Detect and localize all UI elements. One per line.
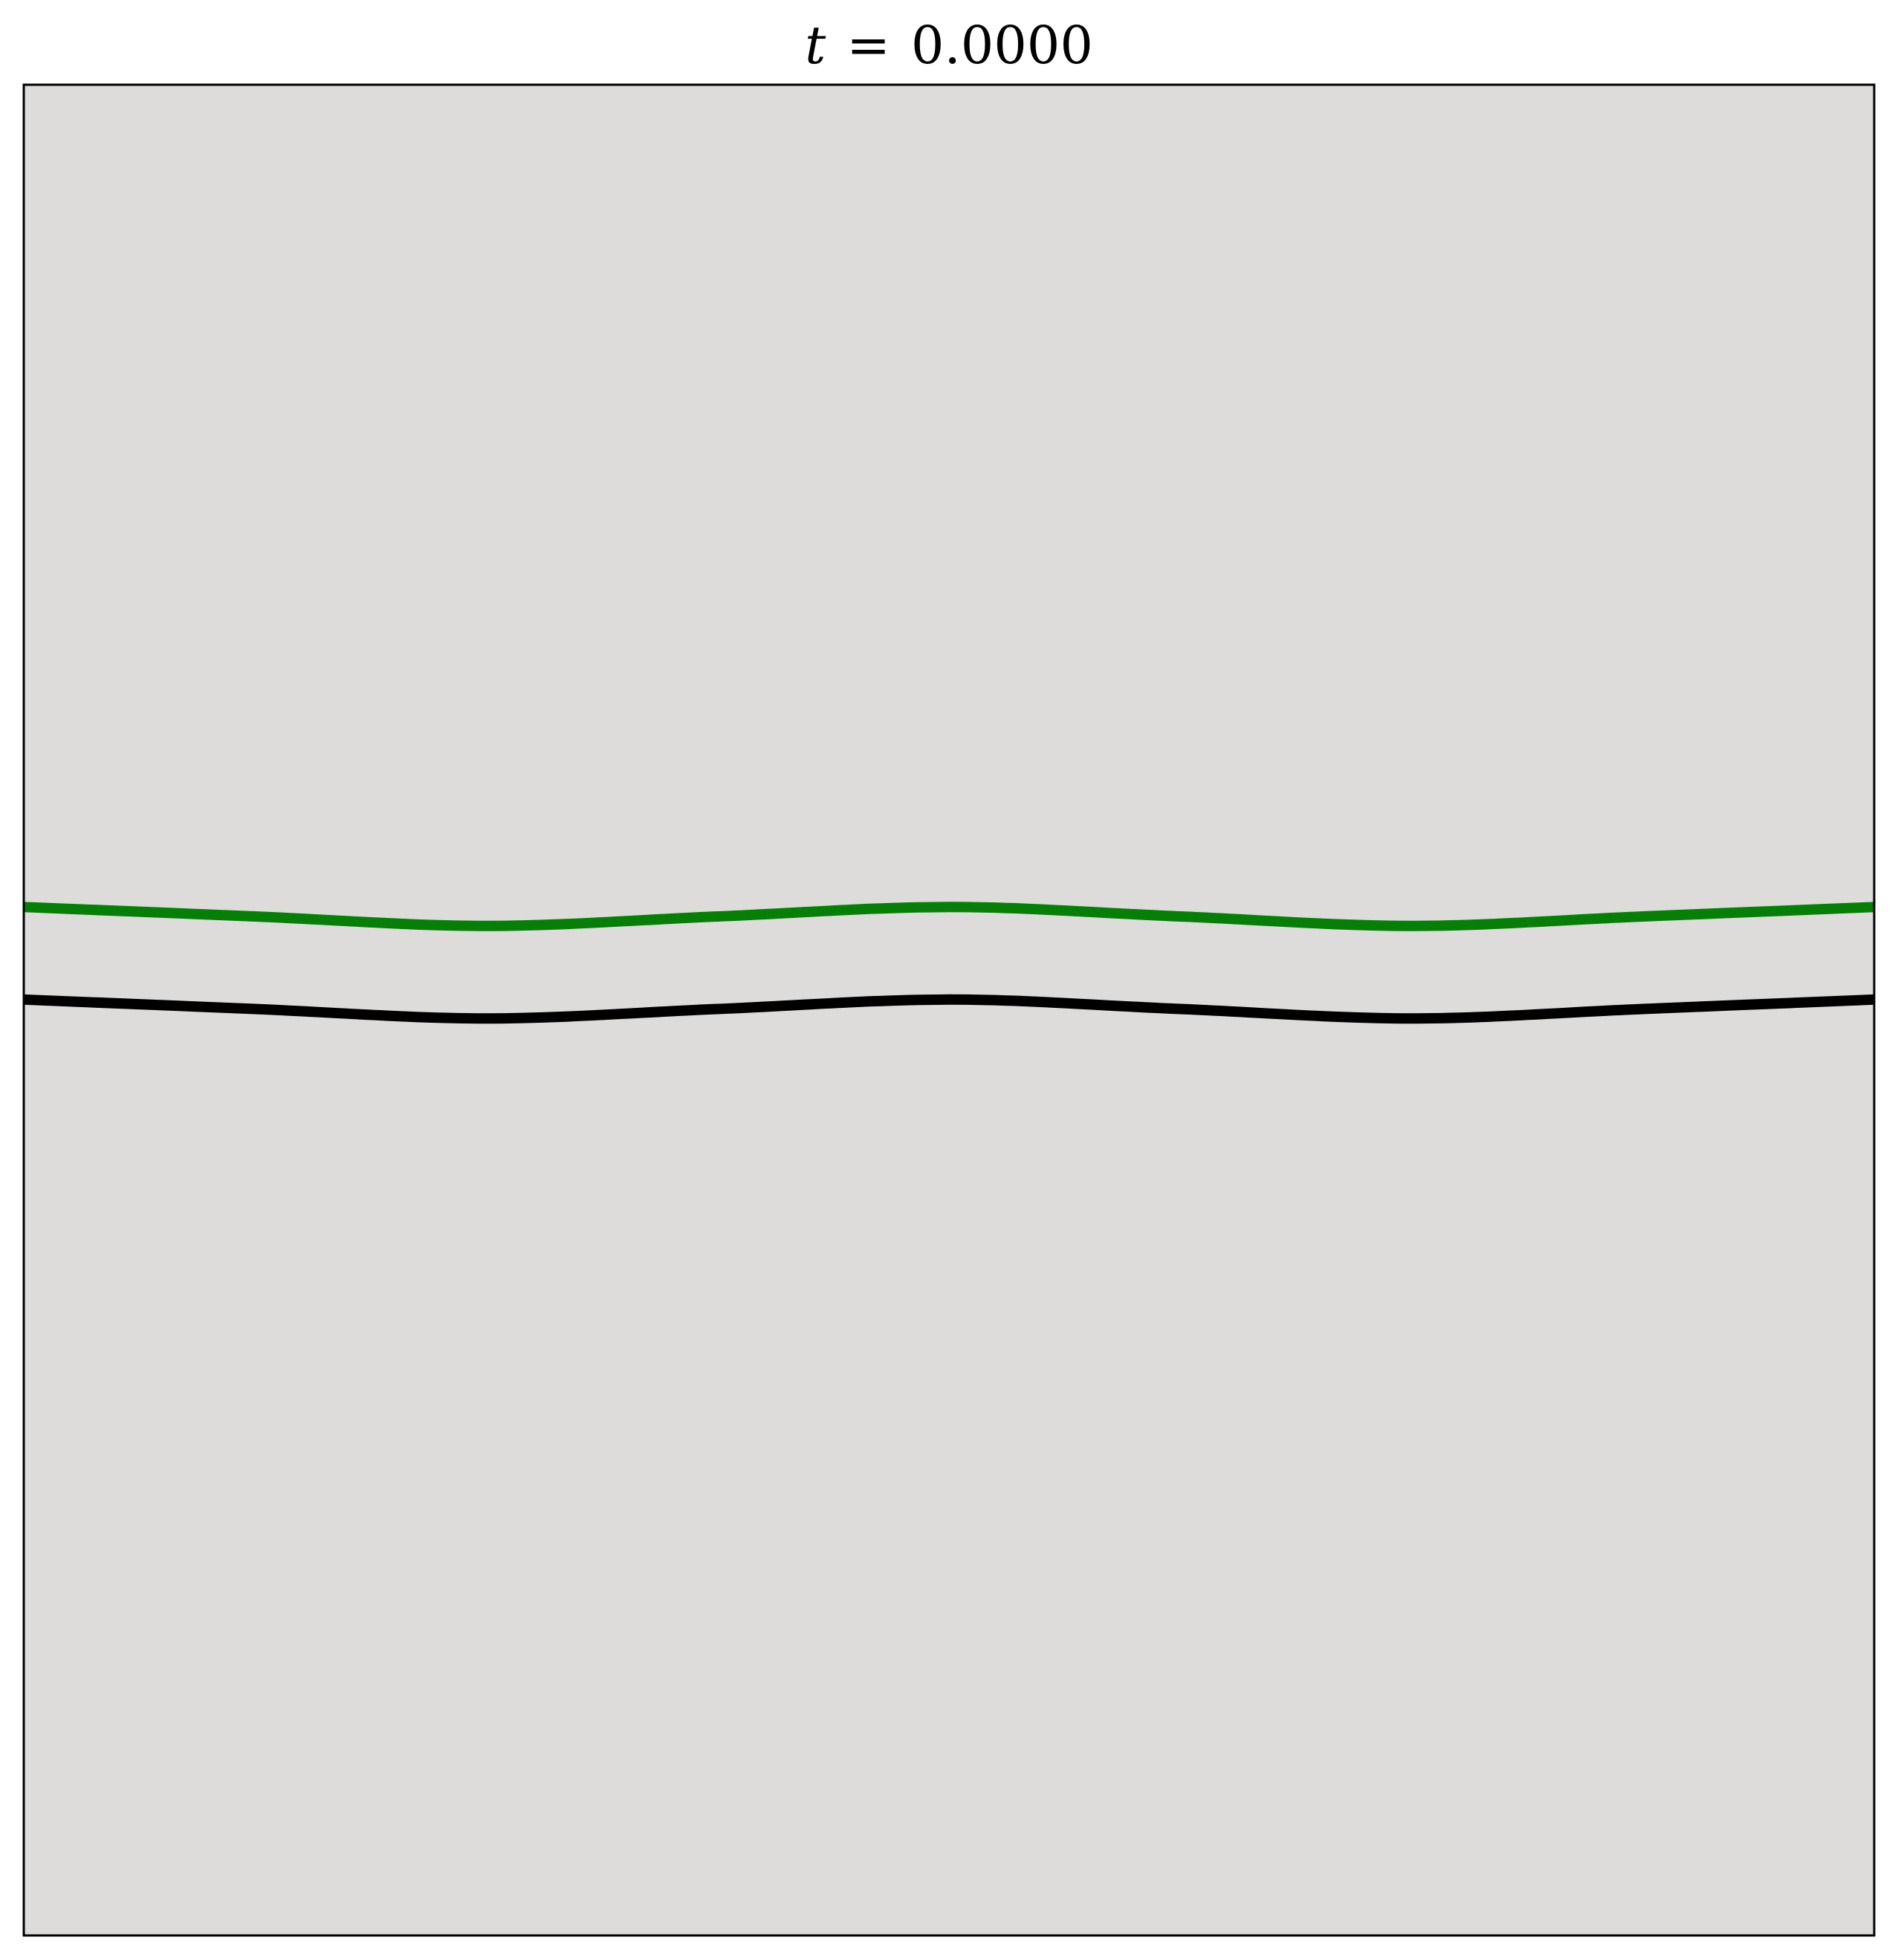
- title-variable: t: [805, 15, 826, 76]
- series-line-1: [23, 902, 1875, 931]
- title-operator: =: [846, 15, 890, 76]
- plot-frame: [22, 83, 1876, 1937]
- series-line-2: [23, 994, 1875, 1024]
- series-layer: [23, 902, 1875, 1024]
- chart-title: t = 0.0000: [805, 15, 1093, 76]
- title-value: 0.0000: [911, 15, 1093, 76]
